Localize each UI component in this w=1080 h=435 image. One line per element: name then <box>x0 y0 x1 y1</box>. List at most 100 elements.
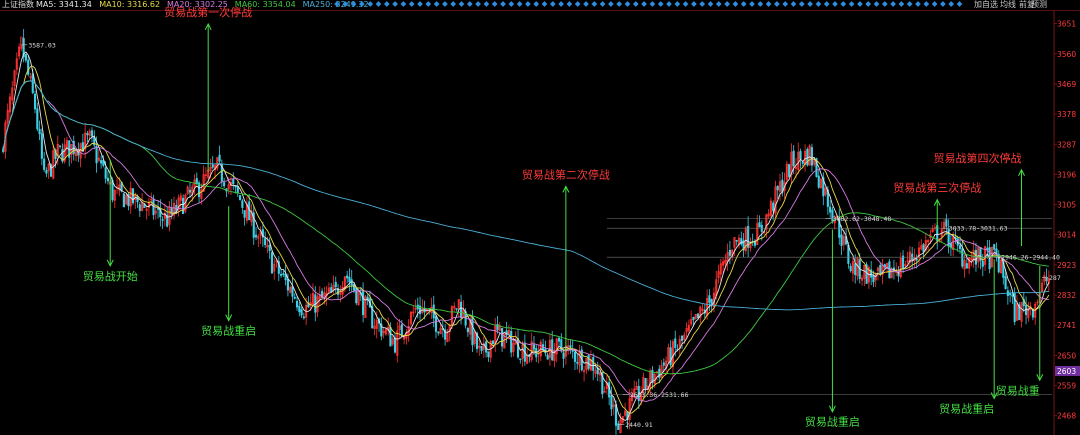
candle <box>526 349 529 365</box>
candle-body <box>717 271 720 279</box>
candle-body <box>694 313 697 319</box>
candle-body <box>266 244 269 248</box>
candle-body <box>824 187 827 195</box>
candle-body <box>145 208 148 211</box>
annotation: 贸易战第三次停战 <box>893 181 981 230</box>
event-marker <box>350 1 357 7</box>
price-label: 2440.91 <box>625 421 652 429</box>
event-marker <box>500 1 506 7</box>
candle-body <box>765 214 768 230</box>
candle-body <box>398 325 401 330</box>
candle <box>382 326 385 339</box>
candle-body <box>767 213 770 217</box>
candle <box>1009 289 1012 303</box>
candle-body <box>204 174 207 177</box>
candle <box>539 339 542 361</box>
candle-body <box>724 259 727 264</box>
annotation: 贸易战第二次停战 <box>522 167 610 353</box>
candle <box>678 335 681 357</box>
candle <box>785 160 788 184</box>
candle <box>776 185 779 200</box>
event-marker <box>641 1 647 7</box>
toolbar-button[interactable]: 均线 <box>1000 0 1016 9</box>
event-marker <box>848 1 855 7</box>
candle-body <box>47 163 50 172</box>
candle-body <box>917 247 921 259</box>
candle-body <box>131 188 135 204</box>
candle-body <box>601 372 604 395</box>
candle-body <box>963 260 966 270</box>
candle-body <box>446 332 449 343</box>
candle <box>769 197 772 220</box>
annotation: 贸易战重启 <box>939 259 998 415</box>
candle <box>505 321 508 344</box>
candle <box>93 130 96 150</box>
event-marker <box>873 1 880 7</box>
event-marker <box>807 1 813 7</box>
candle-body <box>833 220 836 224</box>
candle <box>439 324 442 335</box>
event-marker <box>491 1 498 7</box>
candle <box>838 208 841 245</box>
event-marker <box>442 1 448 7</box>
candle <box>300 306 303 318</box>
candle <box>699 305 702 324</box>
candle <box>47 162 50 179</box>
candle-body <box>876 267 880 272</box>
candle <box>874 272 877 287</box>
candle <box>949 234 952 257</box>
candle <box>501 327 504 352</box>
candle <box>455 308 458 312</box>
y-tick-label: 3196 <box>1057 170 1076 179</box>
candle-body <box>134 193 137 201</box>
candle-body <box>24 53 27 61</box>
candle <box>106 170 109 185</box>
toolbar-button[interactable]: 前复 <box>1019 0 1035 9</box>
candle-body <box>740 238 743 245</box>
candle-body <box>36 108 39 130</box>
candle-body <box>687 325 690 331</box>
candle <box>168 201 171 232</box>
candle-body <box>851 261 854 274</box>
candle-body <box>719 263 722 275</box>
candle <box>851 256 854 282</box>
candle <box>318 286 321 306</box>
candle-body <box>1011 294 1014 297</box>
candle <box>364 295 367 318</box>
candle <box>396 321 399 363</box>
event-marker <box>798 1 805 7</box>
candle <box>22 29 25 63</box>
candle-body <box>163 212 166 219</box>
candle-body <box>792 150 795 167</box>
candle <box>419 296 422 321</box>
candle <box>583 365 586 382</box>
candle-body <box>141 202 144 212</box>
toolbar-button[interactable]: 预测 <box>1031 0 1047 9</box>
candle <box>592 353 595 381</box>
candle-body <box>90 130 94 137</box>
candle <box>90 127 94 143</box>
candle-body <box>961 248 964 267</box>
event-marker <box>865 1 872 7</box>
candle <box>562 348 565 368</box>
annotation-label: 贸易战重启 <box>805 415 860 429</box>
candle-body <box>819 178 823 189</box>
candle <box>145 206 148 220</box>
event-marker <box>541 1 548 7</box>
y-tick-label: 3014 <box>1057 231 1076 240</box>
candle-body <box>166 214 169 227</box>
candle <box>651 366 654 390</box>
toolbar-button[interactable]: 加自选 <box>974 0 998 9</box>
candle-body <box>733 237 736 248</box>
candle-body <box>478 345 481 349</box>
candle-body <box>45 170 48 174</box>
candle-body <box>65 140 68 147</box>
candle <box>901 250 905 274</box>
candle-body <box>1020 302 1023 322</box>
candle-body <box>188 189 192 193</box>
candle <box>733 237 736 256</box>
candle-body <box>152 199 155 216</box>
candle <box>311 283 315 305</box>
candle-body <box>147 201 151 208</box>
candle-body <box>168 207 171 225</box>
